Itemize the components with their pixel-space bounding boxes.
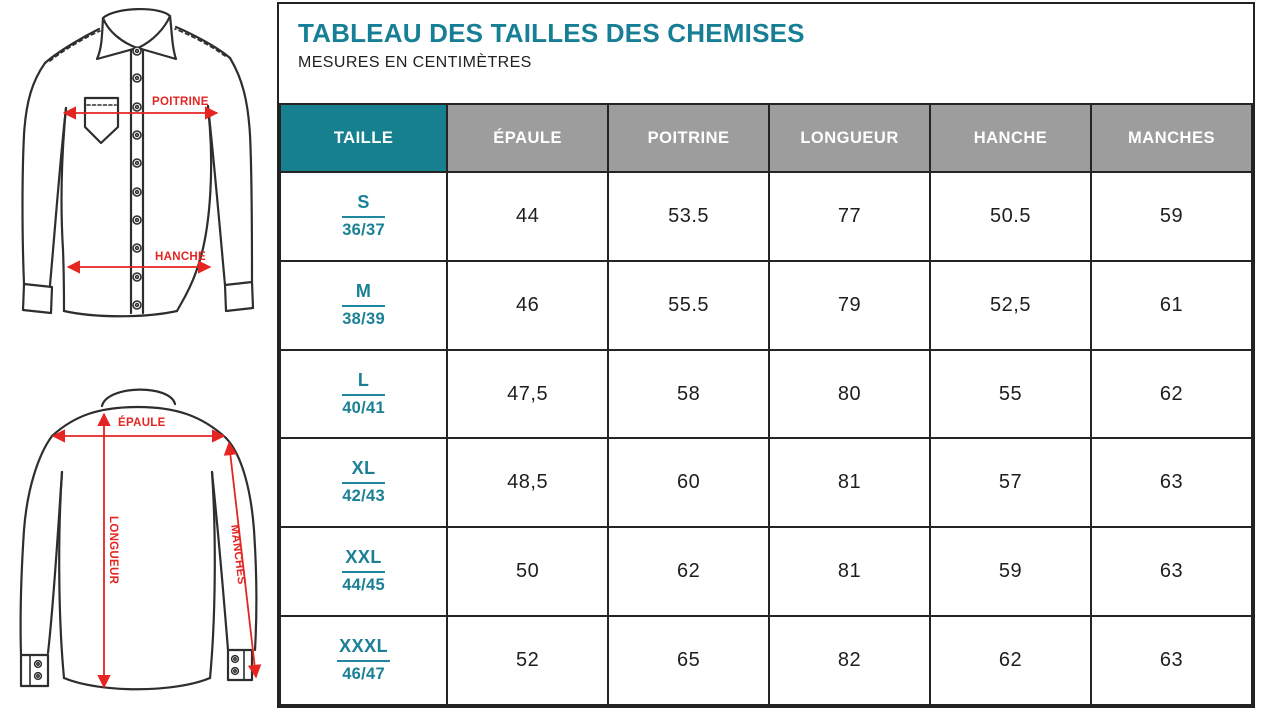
front-chest-label: POITRINE [152, 96, 209, 108]
value-cell: 81 [768, 526, 932, 618]
column-header-poitrine: POITRINE [607, 103, 771, 173]
column-header-manches: MANCHES [1089, 103, 1254, 173]
shirt-back-outline [19, 388, 258, 691]
sleeve-measure-arrow [223, 441, 262, 679]
value-cell: 61 [1089, 259, 1254, 351]
size-range: 38/39 [342, 309, 385, 328]
size-range: 46/47 [342, 665, 385, 684]
column-header-taille: TAILLE [278, 103, 449, 173]
shirt-illustrations: POITRINE HANCHE ÉPAULE LONGUEUR MANCHES [0, 0, 277, 710]
table-row-m: M 38/39 46 55.5 79 52,5 61 [278, 259, 1254, 351]
back-length-label: LONGUEUR [107, 516, 119, 585]
size-cell: S 36/37 [278, 171, 449, 262]
value-cell: 63 [1089, 615, 1254, 706]
value-cell: 60 [607, 437, 771, 529]
front-measure-arrows [62, 106, 219, 274]
back-left-cuff [19, 653, 50, 688]
collar-left-flap [95, 16, 139, 61]
table-row-xxxl: XXXL 46/47 52 65 82 62 63 [278, 615, 1254, 706]
size-label: S [342, 192, 385, 218]
value-cell: 47,5 [446, 348, 610, 440]
value-cell: 65 [607, 615, 771, 706]
size-table: TAILLE ÉPAULE POITRINE LONGUEUR HANCHE M… [278, 103, 1254, 706]
page-title: TABLEAU DES TAILLES DES CHEMISES [298, 18, 805, 48]
value-cell: 46 [446, 259, 610, 351]
shirt-front-buttons [132, 46, 142, 310]
value-cell: 52,5 [929, 259, 1092, 351]
shirt-back-illustration [19, 388, 262, 691]
size-table-panel: TABLEAU DES TAILLES DES CHEMISES MESURES… [277, 2, 1255, 708]
size-range: 42/43 [342, 487, 385, 506]
collar-back [101, 7, 172, 20]
value-cell: 62 [1089, 348, 1254, 440]
value-cell: 58 [607, 348, 771, 440]
size-range: 44/45 [342, 576, 385, 595]
size-label: XL [342, 458, 385, 485]
value-cell: 55.5 [607, 259, 771, 351]
value-cell: 53.5 [607, 171, 771, 262]
size-cell: XL 42/43 [278, 437, 449, 529]
value-cell: 62 [929, 615, 1092, 706]
column-header-longueur: LONGUEUR [768, 103, 932, 173]
shirt-front-illustration [21, 7, 255, 318]
value-cell: 81 [768, 437, 932, 529]
value-cell: 63 [1089, 437, 1254, 529]
value-cell: 77 [768, 171, 932, 262]
value-cell: 79 [768, 259, 932, 351]
page-subtitle: MESURES EN CENTIMÈTRES [298, 53, 532, 71]
value-cell: 63 [1089, 526, 1254, 618]
column-header-epaule: ÉPAULE [446, 103, 610, 173]
column-header-hanche: HANCHE [929, 103, 1092, 173]
table-row-xl: XL 42/43 48,5 60 81 57 63 [278, 437, 1254, 529]
size-cell: XXXL 46/47 [278, 615, 449, 706]
size-label: L [342, 370, 385, 396]
title-block: TABLEAU DES TAILLES DES CHEMISES MESURES… [279, 4, 1253, 103]
size-range: 36/37 [342, 220, 385, 239]
value-cell: 44 [446, 171, 610, 262]
shirt-back-cuff-buttons [33, 654, 240, 681]
value-cell: 59 [1089, 171, 1254, 262]
value-cell: 48,5 [446, 437, 610, 529]
back-collar [100, 388, 177, 408]
back-shoulder-label: ÉPAULE [118, 417, 166, 429]
size-cell: L 40/41 [278, 348, 449, 440]
value-cell: 52 [446, 615, 610, 706]
shoulder-stitch-left [49, 30, 101, 62]
size-cell: M 38/39 [278, 259, 449, 351]
value-cell: 50 [446, 526, 610, 618]
table-header-row: TAILLE ÉPAULE POITRINE LONGUEUR HANCHE M… [278, 103, 1254, 173]
table-row-xxl: XXL 44/45 50 62 81 59 63 [278, 526, 1254, 618]
collar-right-flap [136, 14, 178, 61]
size-cell: XXL 44/45 [278, 526, 449, 618]
value-cell: 82 [768, 615, 932, 706]
size-range: 40/41 [342, 398, 385, 417]
table-row-s: S 36/37 44 53.5 77 50.5 59 [278, 171, 1254, 262]
size-label: XXXL [337, 636, 391, 663]
back-right-cuff [226, 648, 254, 682]
front-hip-label: HANCHE [155, 251, 206, 263]
size-label: M [342, 281, 385, 307]
value-cell: 59 [929, 526, 1092, 618]
back-measure-arrows [51, 412, 262, 689]
shoulder-stitch-right [174, 28, 226, 57]
value-cell: 50.5 [929, 171, 1092, 262]
value-cell: 55 [929, 348, 1092, 440]
value-cell: 62 [607, 526, 771, 618]
size-label: XXL [342, 547, 385, 574]
value-cell: 80 [768, 348, 932, 440]
table-row-l: L 40/41 47,5 58 80 55 62 [278, 348, 1254, 440]
value-cell: 57 [929, 437, 1092, 529]
